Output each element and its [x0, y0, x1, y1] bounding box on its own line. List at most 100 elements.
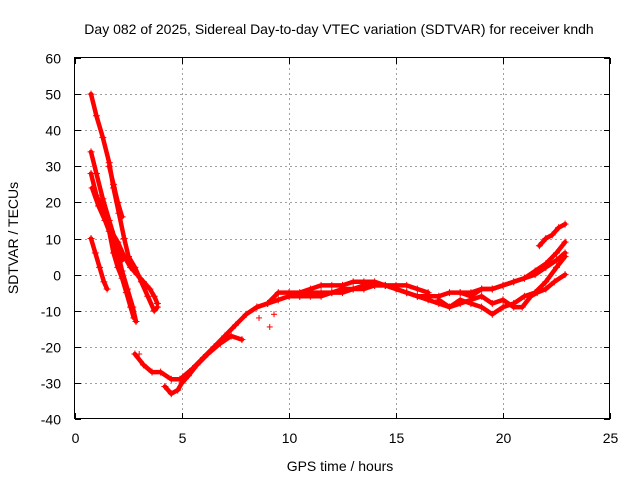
data-point	[561, 271, 569, 279]
data-point	[167, 375, 175, 383]
y-tick-label: -10	[41, 304, 61, 320]
data-point	[446, 289, 453, 297]
data-point	[548, 231, 556, 239]
data-point	[184, 372, 192, 380]
data-point	[217, 339, 225, 347]
data-point	[118, 213, 126, 221]
data-point	[103, 285, 111, 293]
series-mid-lower	[297, 254, 568, 317]
data-point	[114, 263, 122, 271]
data-point	[193, 361, 201, 369]
data-point	[381, 281, 389, 289]
data-point	[296, 292, 304, 300]
outlier-point	[256, 314, 263, 321]
data-point	[553, 263, 560, 271]
data-point	[146, 285, 154, 293]
data-point	[499, 296, 507, 304]
data-point	[510, 278, 518, 286]
data-point	[127, 263, 135, 271]
data-point	[144, 292, 152, 300]
x-tick-label: 5	[179, 430, 187, 446]
data-point	[238, 336, 246, 344]
data-point	[478, 292, 486, 300]
data-point	[132, 318, 140, 326]
data-point	[456, 299, 464, 307]
data-point	[456, 289, 464, 297]
data-point	[478, 303, 486, 311]
data-point	[339, 289, 346, 297]
grid-lines	[75, 58, 610, 419]
data-point	[242, 310, 250, 318]
outlier-point	[271, 311, 278, 318]
data-point	[553, 249, 560, 257]
data-point	[139, 278, 147, 286]
data-point	[542, 235, 550, 242]
data-point	[99, 195, 107, 203]
data-point	[413, 292, 421, 300]
y-tick-label: 10	[45, 232, 61, 248]
data-point	[488, 285, 496, 293]
data-point	[150, 292, 158, 300]
data-point	[478, 285, 486, 293]
data-point	[174, 386, 182, 394]
data-point	[110, 180, 118, 188]
data-point	[424, 289, 432, 297]
data-point	[542, 278, 550, 286]
series-late-low	[436, 272, 568, 310]
y-tick-labels: -40 -30 -20 -10 0 10 20 30 40 50 60	[41, 51, 61, 428]
data-point	[317, 281, 325, 289]
data-point	[535, 242, 543, 250]
y-tick-label: 0	[53, 268, 61, 284]
y-tick-label: 40	[45, 123, 61, 139]
data-point	[95, 202, 103, 210]
data-point	[87, 90, 95, 98]
data-point	[424, 296, 432, 304]
series-dip-low	[162, 333, 245, 396]
data-point	[87, 235, 95, 242]
data-point	[328, 289, 336, 297]
data-point	[253, 303, 261, 311]
data-point	[403, 289, 411, 297]
data-point	[306, 292, 314, 300]
data-point	[114, 198, 122, 206]
data-point	[306, 285, 314, 293]
data-point	[88, 184, 96, 192]
data-point	[360, 278, 368, 286]
data-point	[518, 303, 526, 311]
data-point	[92, 112, 100, 120]
data-point	[122, 289, 130, 297]
data-point	[499, 303, 507, 311]
data-point	[110, 249, 118, 257]
data-point	[553, 256, 560, 264]
data-point	[403, 281, 411, 289]
data-point	[101, 216, 109, 224]
data-point	[150, 307, 158, 315]
data-point	[561, 253, 569, 261]
y-tick-label: 30	[45, 159, 61, 175]
data-series	[87, 90, 569, 398]
data-point	[317, 292, 325, 300]
data-point	[274, 289, 282, 297]
data-point	[176, 375, 184, 383]
data-point	[520, 292, 528, 300]
x-tick-label: 25	[603, 430, 619, 446]
x-tick-label: 15	[389, 430, 405, 446]
series-early-e	[89, 185, 137, 321]
data-point	[488, 299, 496, 307]
data-point	[127, 303, 135, 311]
data-point	[542, 260, 550, 268]
x-tick-label: 10	[282, 430, 298, 446]
data-point	[561, 238, 569, 246]
data-point	[339, 281, 346, 289]
data-point	[87, 148, 95, 156]
data-point	[91, 249, 99, 257]
data-point	[274, 296, 282, 304]
data-point	[157, 368, 165, 376]
chart-title: Day 082 of 2025, Sidereal Day-to-day VTE…	[84, 21, 593, 37]
data-point	[87, 170, 95, 178]
data-point	[488, 310, 496, 318]
outlier-point	[136, 351, 143, 358]
data-point	[153, 299, 161, 307]
data-point	[120, 235, 128, 242]
data-point	[227, 332, 235, 340]
